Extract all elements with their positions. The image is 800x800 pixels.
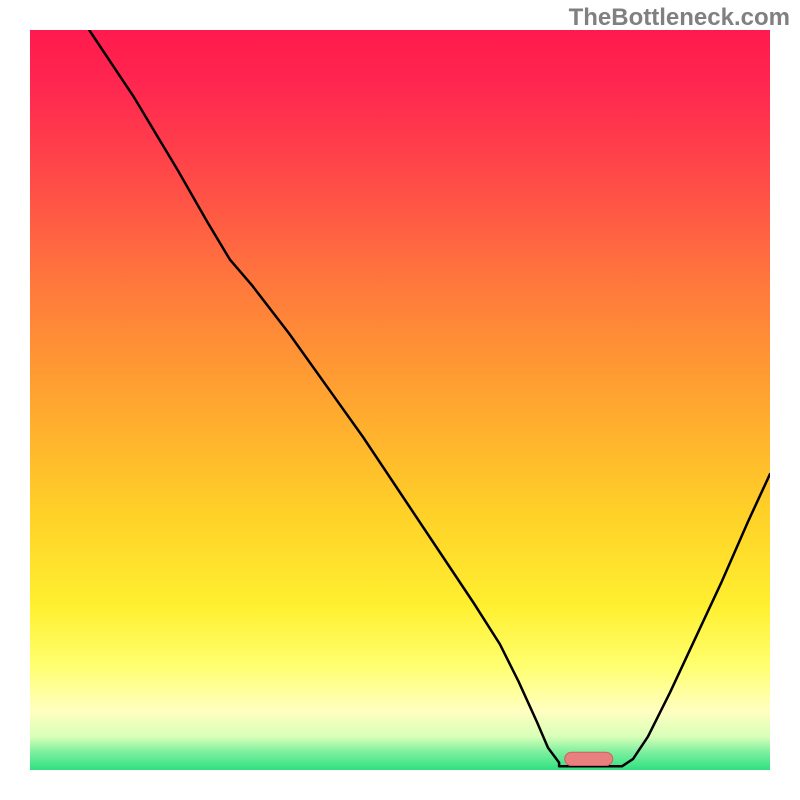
performance-curve <box>89 30 770 766</box>
curve-layer <box>30 30 770 770</box>
watermark-text: TheBottleneck.com <box>569 4 790 32</box>
chart-container: TheBottleneck.com <box>0 0 800 800</box>
plot-area <box>30 30 770 770</box>
optimal-marker <box>565 752 613 765</box>
